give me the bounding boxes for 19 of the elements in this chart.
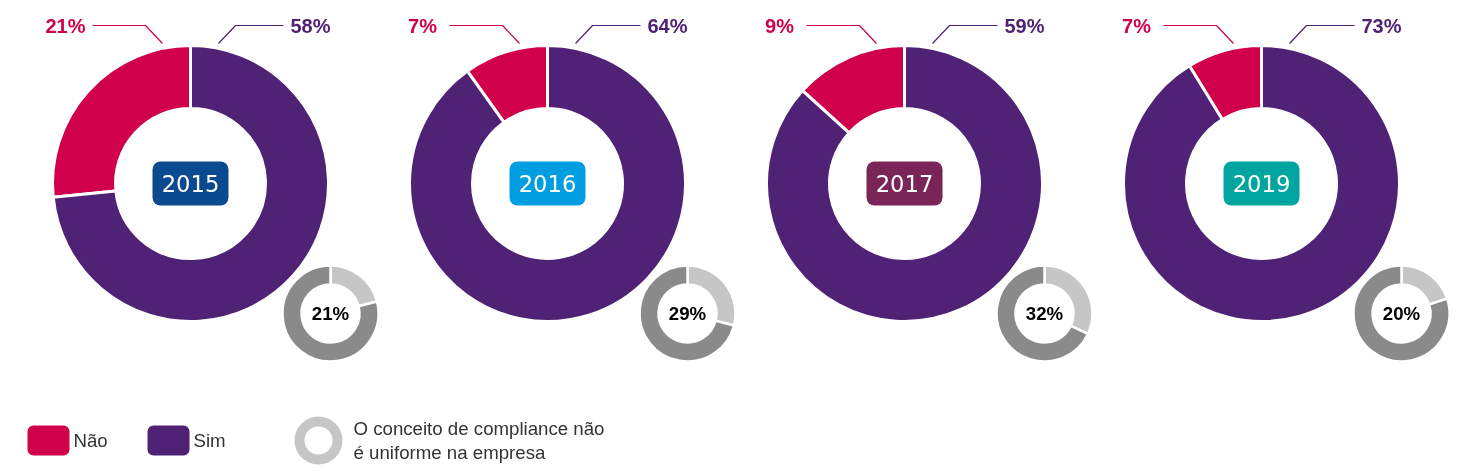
- data-label: 64%: [647, 14, 688, 37]
- data-label: 59%: [1004, 14, 1045, 37]
- data-label: 7%: [1122, 14, 1152, 37]
- slice-label: 2019: [1232, 171, 1291, 197]
- data-label: 73%: [1361, 14, 1402, 37]
- slice-label: 2016: [518, 171, 577, 197]
- data-label: 21%: [45, 14, 86, 37]
- data-label: 58%: [290, 14, 331, 37]
- data-label: 21%: [311, 303, 350, 324]
- legend-label: Não: [73, 430, 108, 451]
- legend-label: O conceito de compliance não é uniforme na empresa: [353, 418, 605, 463]
- slice-label: 2015: [161, 171, 220, 197]
- legend-label: Sim: [193, 430, 226, 451]
- slice-label: 2017: [875, 171, 934, 197]
- data-label: 32%: [1025, 303, 1064, 324]
- data-label: 20%: [1382, 303, 1421, 324]
- data-label: 9%: [765, 14, 795, 37]
- data-label: 29%: [668, 303, 707, 324]
- data-label: 7%: [408, 14, 438, 37]
